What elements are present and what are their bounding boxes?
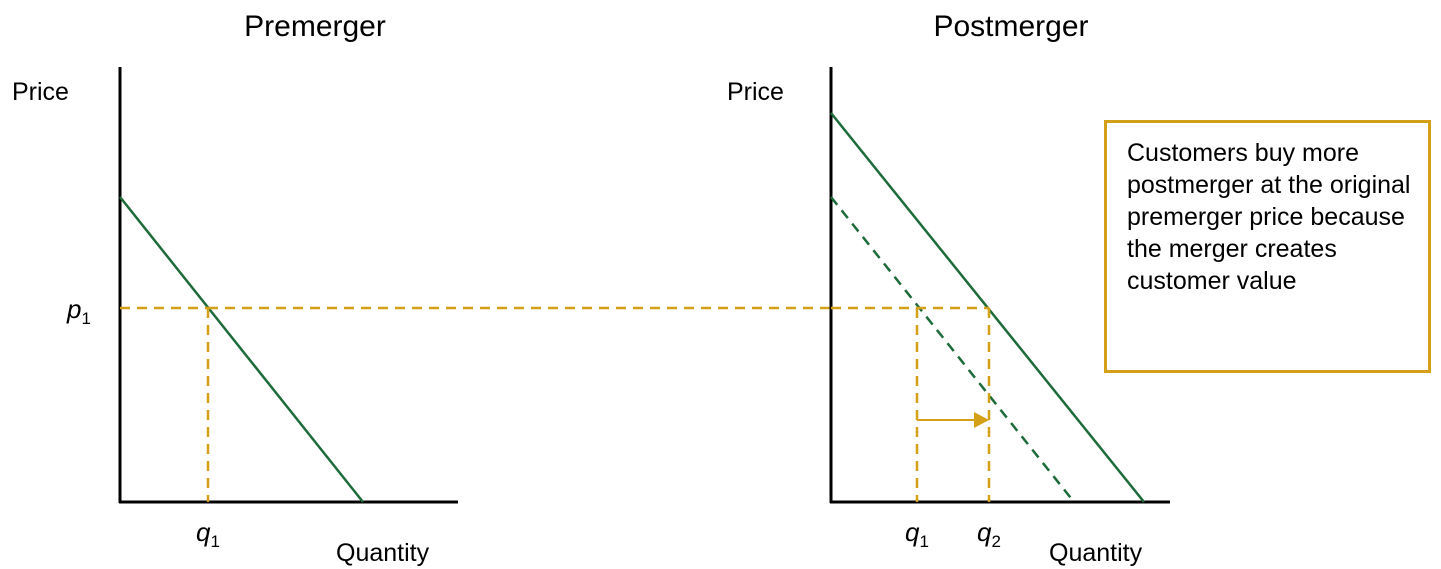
left-quantity-axis-label: Quantity <box>336 539 430 567</box>
left-q1-label: q1 <box>196 517 220 551</box>
p1-label: p1 <box>66 294 91 328</box>
shift-arrow-head <box>974 412 989 428</box>
left-demand-curve <box>119 196 364 503</box>
explanation-note-box: Customers buy more postmerger at the ori… <box>1104 120 1431 373</box>
right-price-axis-label: Price <box>727 78 784 106</box>
right-quantity-axis-label: Quantity <box>1049 539 1143 567</box>
right-q1-label: q1 <box>905 517 929 551</box>
q2-label: q2 <box>977 517 1001 551</box>
postmerger-title: Postmerger <box>933 10 1088 43</box>
original-demand-curve-dashed <box>830 196 1075 503</box>
premerger-title: Premerger <box>244 10 386 43</box>
left-price-axis-label: Price <box>12 78 69 106</box>
explanation-note-text: Customers buy more postmerger at the ori… <box>1127 139 1411 295</box>
